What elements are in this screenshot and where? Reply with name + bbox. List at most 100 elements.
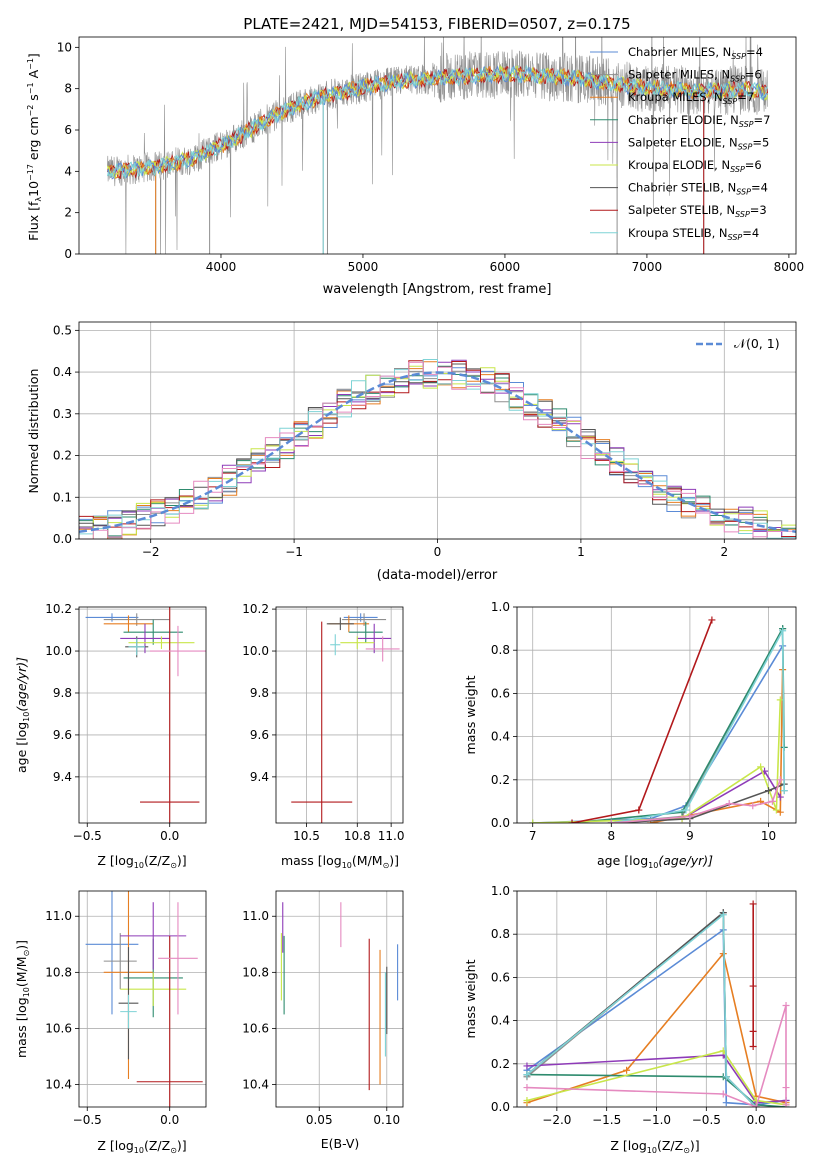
spectrum-legend: Chabrier MILES, NSSP=4 Salpeter MILES, NS… xyxy=(590,45,770,242)
y-tick-label: 0 xyxy=(64,247,72,261)
spectrum-data-line xyxy=(107,37,768,254)
axes-frame xyxy=(275,606,404,824)
weight-series-line xyxy=(611,779,782,823)
y-tick-label: 0.0 xyxy=(53,532,72,546)
plot-area-weight_vs_age xyxy=(529,616,788,823)
weight-marker xyxy=(782,1101,790,1107)
axes-frame xyxy=(78,321,797,540)
weight-marker xyxy=(752,1103,760,1107)
weight-marker xyxy=(782,1001,790,1009)
spectrum-model-line xyxy=(106,65,768,179)
weight-marker xyxy=(523,1071,531,1079)
axes-spectrum: 4000 5000 6000 7000 8000 0 2 4 6 8 10 Chabrier MILE… xyxy=(26,36,805,297)
gaussian-curve xyxy=(79,371,796,533)
y-tick-label: 0.6 xyxy=(491,686,510,700)
weight-marker xyxy=(776,793,784,801)
legend-entry: Chabrier ELODIE, NSSP=7 xyxy=(628,113,770,129)
axes-weight_vs_age: 7 8 9 10 0.0 0.2 0.4 0.6 0.8 1.0 age [log10(age/yr… xyxy=(463,600,797,870)
plot-area-age_vs_mass xyxy=(291,613,400,823)
weight-series-line xyxy=(611,630,785,823)
axes-frame xyxy=(78,890,207,1108)
y-axis-label: mass weight xyxy=(463,675,478,754)
weight-marker xyxy=(722,1099,730,1107)
weight-marker xyxy=(708,616,716,624)
y-tick-label: 10.4 xyxy=(45,1078,72,1092)
histogram-step xyxy=(79,361,796,539)
weight-marker xyxy=(635,806,643,814)
y-tick-label: 0.3 xyxy=(53,407,72,421)
x-tick-label: −0.5 xyxy=(73,1113,102,1127)
x-tick-label: 0.10 xyxy=(373,1113,400,1127)
weight-marker xyxy=(682,806,690,814)
axes-frame xyxy=(516,606,797,824)
weight-marker xyxy=(749,1027,757,1035)
legend-entry: Salpeter STELIB, NSSP=3 xyxy=(628,203,767,219)
x-tick-label: 0.0 xyxy=(747,1113,766,1127)
x-tick-label: −2.0 xyxy=(542,1113,571,1127)
axes-frame xyxy=(516,890,797,1108)
x-tick-label: 1 xyxy=(577,545,585,559)
x-tick-label: 8 xyxy=(607,829,615,843)
y-axis-label: Flux [fλ10−17 erg cm−2 s−1 A−1] xyxy=(26,53,43,241)
y-tick-label: 0.2 xyxy=(53,449,72,463)
plot-area-mass_vs_ebv xyxy=(280,902,399,1091)
x-axis-label: Z [log10(Z/Z⊙)] xyxy=(610,1138,699,1155)
x-tick-label: 6000 xyxy=(490,260,521,274)
x-axis-label: Z [log10(Z/Z⊙)] xyxy=(97,1138,186,1155)
x-axis-label: E(B-V) xyxy=(321,1136,360,1151)
x-axis-label: wavelength [Angstrom, rest frame] xyxy=(323,282,552,297)
y-axis-label: age [log10(age/yr)] xyxy=(14,657,31,773)
weight-marker xyxy=(782,1084,790,1092)
figure-title: PLATE=2421, MJD=54153, FIBERID=0507, z=0… xyxy=(243,15,630,33)
y-tick-label: 1.0 xyxy=(491,600,510,614)
weight-series-line xyxy=(571,625,785,823)
y-tick-label: 9.4 xyxy=(250,770,269,784)
weight-marker xyxy=(678,808,686,816)
axes-mass_vs_Z: −0.5 0.0 10.4 10.6 10.8 11.0 Z [log10(Z/Z⊙)] ma… xyxy=(14,890,207,1155)
legend-entry: Chabrier MILES, NSSP=4 xyxy=(628,45,763,61)
weight-series-line xyxy=(526,1049,787,1106)
y-tick-label: 0.2 xyxy=(491,1057,510,1071)
plot-area-age_vs_Z xyxy=(85,607,206,823)
y-tick-label: 10.2 xyxy=(242,602,269,616)
y-tick-label: 10.0 xyxy=(45,644,72,658)
axes-age_vs_mass: 10.5 10.8 11.0 9.4 9.6 9.8 10.0 10.2 mass [log10… xyxy=(242,602,405,870)
weight-series-line xyxy=(526,1054,787,1104)
weight-series-line xyxy=(650,669,784,823)
x-tick-label: 2 xyxy=(720,545,728,559)
weight-marker xyxy=(749,1043,757,1051)
weight-series-line xyxy=(532,645,784,823)
weight-marker xyxy=(776,808,784,816)
weight-marker xyxy=(686,813,694,821)
y-tick-label: 10.4 xyxy=(242,1078,269,1092)
x-tick-label: 0.0 xyxy=(160,1113,179,1127)
y-tick-label: 0.5 xyxy=(53,323,72,337)
weight-marker xyxy=(779,627,787,635)
x-tick-label: 7000 xyxy=(632,260,663,274)
x-axis-label: (data-model)/error xyxy=(377,568,498,583)
weight-series-line xyxy=(526,913,757,1107)
weight-marker xyxy=(725,800,733,808)
y-axis-label: mass [log10(M/M⊙)] xyxy=(14,940,31,1058)
weight-marker xyxy=(623,1066,631,1074)
x-tick-label: 10 xyxy=(761,829,776,843)
y-tick-label: 0.2 xyxy=(491,773,510,787)
x-axis-label: mass [log10(M/M⊙)] xyxy=(281,853,399,870)
x-tick-label: 8000 xyxy=(774,260,805,274)
y-tick-label: 0.6 xyxy=(491,970,510,984)
y-tick-label: 0.1 xyxy=(53,490,72,504)
plot-area-residuals xyxy=(79,359,796,539)
x-tick-label: −0.5 xyxy=(73,829,102,843)
weight-series-line xyxy=(526,910,757,1107)
axes-frame xyxy=(78,606,207,824)
axes-mass_vs_ebv: 0.05 0.10 10.4 10.6 10.8 11.0 E(B-V) xyxy=(242,890,404,1151)
x-tick-label: −1.5 xyxy=(592,1113,621,1127)
y-tick-label: 9.6 xyxy=(53,728,72,742)
x-tick-label: −0.5 xyxy=(692,1113,721,1127)
y-tick-label: 10.6 xyxy=(45,1021,72,1035)
legend-entry: Chabrier STELIB, NSSP=4 xyxy=(628,181,768,197)
y-tick-label: 0.4 xyxy=(491,730,510,744)
x-tick-label: 11.0 xyxy=(378,829,405,843)
x-tick-label: −2 xyxy=(142,545,160,559)
weight-marker xyxy=(768,797,776,805)
